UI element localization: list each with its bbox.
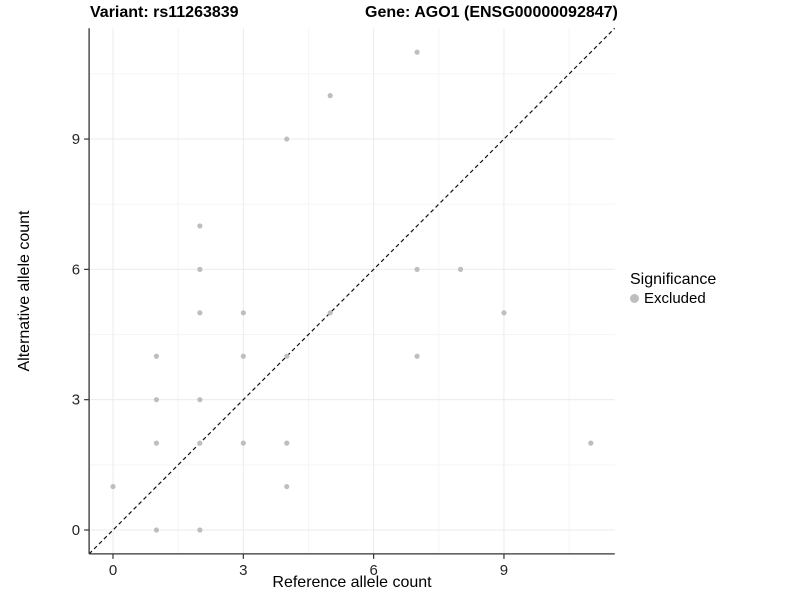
y-tick-label: 0 [72,522,80,539]
data-point [110,483,116,490]
data-point [197,266,203,272]
identity-line [88,27,616,555]
data-point [284,353,290,359]
data-point [153,440,160,446]
data-point [240,440,246,446]
data-point [197,310,203,316]
data-point [414,266,420,272]
data-point [588,440,594,446]
data-point [501,310,507,316]
y-tick-label: 3 [72,392,80,409]
data-point [327,310,333,316]
data-point [240,310,246,316]
data-point [284,440,290,446]
data-point [197,440,203,446]
data-point [197,223,203,229]
y-tick-label: 9 [72,131,80,148]
legend-entry-excluded: Excluded [630,290,716,307]
data-point [240,353,246,359]
data-point [457,266,464,272]
data-point [197,527,203,533]
data-point [153,397,160,403]
x-tick-label: 3 [239,562,247,579]
data-point [284,483,290,490]
x-axis-title: Reference allele count [272,574,432,591]
data-point [153,527,160,533]
excluded-point-icon [630,294,639,303]
x-tick-label: 0 [109,562,117,579]
legend-entry-label: Excluded [644,290,706,307]
data-point [197,397,203,403]
data-point [327,93,333,99]
data-point [414,49,420,55]
variant-title: Variant: rs11263839 [90,4,239,21]
x-tick-label: 6 [369,562,377,579]
y-axis-title: Alternative allele count [16,210,33,372]
y-tick-label: 6 [72,261,80,278]
legend-title: Significance [630,271,717,288]
x-tick-label: 9 [500,562,508,579]
data-point [414,353,420,359]
legend: Significance Excluded [630,271,716,307]
gene-title: Gene: AGO1 (ENSG00000092847) [365,4,618,21]
data-point [284,136,290,142]
data-point [153,353,160,359]
